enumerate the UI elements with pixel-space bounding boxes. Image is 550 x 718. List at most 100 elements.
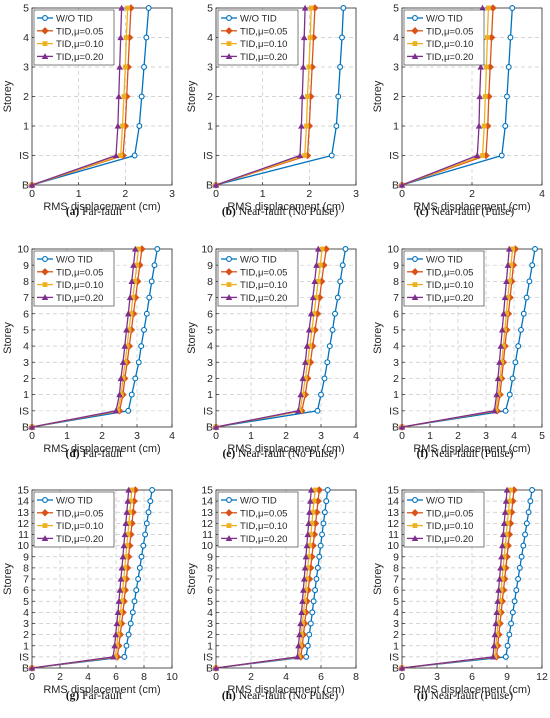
y-tick-label: B [22,663,29,675]
data-point [503,532,509,537]
y-tick-label: 5 [23,596,29,608]
data-point [317,542,324,549]
data-point [476,93,483,100]
data-point [131,245,139,252]
legend-marker [225,27,233,35]
legend-entry: TID,μ=0.10 [426,521,473,532]
data-point [304,576,310,582]
data-point [340,5,347,11]
y-tick-label: 5 [207,3,213,15]
data-point [305,94,310,99]
caption-label: (h) [222,690,239,702]
y-tick-label: IS [203,405,213,417]
y-tick-label: 11 [388,529,399,541]
data-point [306,64,312,70]
x-axis-label: RMS displacement (cm) [413,201,530,213]
y-axis-label: Storey [372,80,384,112]
data-point [498,587,504,593]
legend-entry: TID,μ=0.10 [56,280,103,291]
legend-entry: TID,μ=0.10 [56,39,103,50]
legend-entry: TID,μ=0.05 [240,267,287,278]
data-point [509,609,516,616]
data-point [151,262,158,269]
data-point [342,246,349,252]
data-point [320,520,327,527]
caption-label: (b) [222,206,239,218]
legend-entry: TID,μ=0.05 [56,267,103,278]
data-point [125,631,132,638]
data-point [498,326,506,333]
y-axis-label: Storey [2,322,14,354]
data-point [306,508,313,515]
data-point [493,643,499,649]
y-tick-label: 6 [207,308,213,320]
data-point [114,122,122,129]
data-point [504,311,509,317]
x-tick-label: 8 [141,671,147,683]
data-point [501,294,509,301]
data-point [299,632,304,638]
y-tick-label: 1 [207,640,213,652]
data-point [145,509,152,516]
data-point [501,554,507,560]
data-point [298,122,305,129]
data-point [295,642,302,649]
data-point [508,262,514,268]
data-point [490,642,498,649]
x-tick-label: 2 [283,430,289,442]
data-point [117,575,125,582]
data-point [121,531,129,538]
legend-marker [225,53,233,60]
data-point [141,326,147,333]
data-point [123,554,129,560]
data-point [319,246,325,252]
data-point [332,310,338,317]
caption-label: (i) [417,690,431,702]
data-point [479,4,486,11]
x-tick-label: 2 [57,671,63,683]
y-tick-label: 1 [23,121,29,133]
data-point [146,294,153,301]
data-point [314,245,322,252]
y-tick-label: 9 [23,260,29,272]
data-point [505,245,513,252]
legend-marker [226,256,232,262]
data-point [313,261,320,268]
data-point [302,376,308,381]
y-tick-label: 9 [393,551,399,563]
legend-marker [41,535,49,542]
data-point [112,407,120,414]
data-point [312,587,318,594]
y-tick-label: B [392,180,399,192]
data-point [142,531,149,538]
y-axis-label: Storey [2,563,14,595]
data-point [133,587,140,594]
data-point [505,64,512,70]
data-point [136,123,143,129]
legend-entry: TID,μ=0.20 [56,293,103,304]
data-point [122,64,128,70]
data-point [307,35,313,40]
data-point [299,93,306,100]
data-point [115,93,123,100]
plot-frame [401,248,543,428]
data-point [500,565,506,571]
legend-entry: TID,μ=0.10 [56,521,103,532]
data-point [212,664,220,671]
y-tick-label: 7 [207,292,213,304]
data-point [482,94,488,99]
y-tick-label: 14 [201,496,213,508]
y-tick-label: 14 [17,496,29,508]
legend-marker [412,15,418,21]
legend-marker [41,268,49,276]
data-point [212,423,220,430]
data-point [311,311,317,317]
x-tick-label: 3 [483,430,489,442]
legend-entry: W/O TID [240,255,277,266]
y-tick-label: 7 [207,574,213,586]
data-point [122,520,130,527]
y-tick-label: 9 [207,551,213,563]
panel-caption: (h) Near-fault (No Pulse) [222,690,339,702]
data-point [337,278,344,285]
